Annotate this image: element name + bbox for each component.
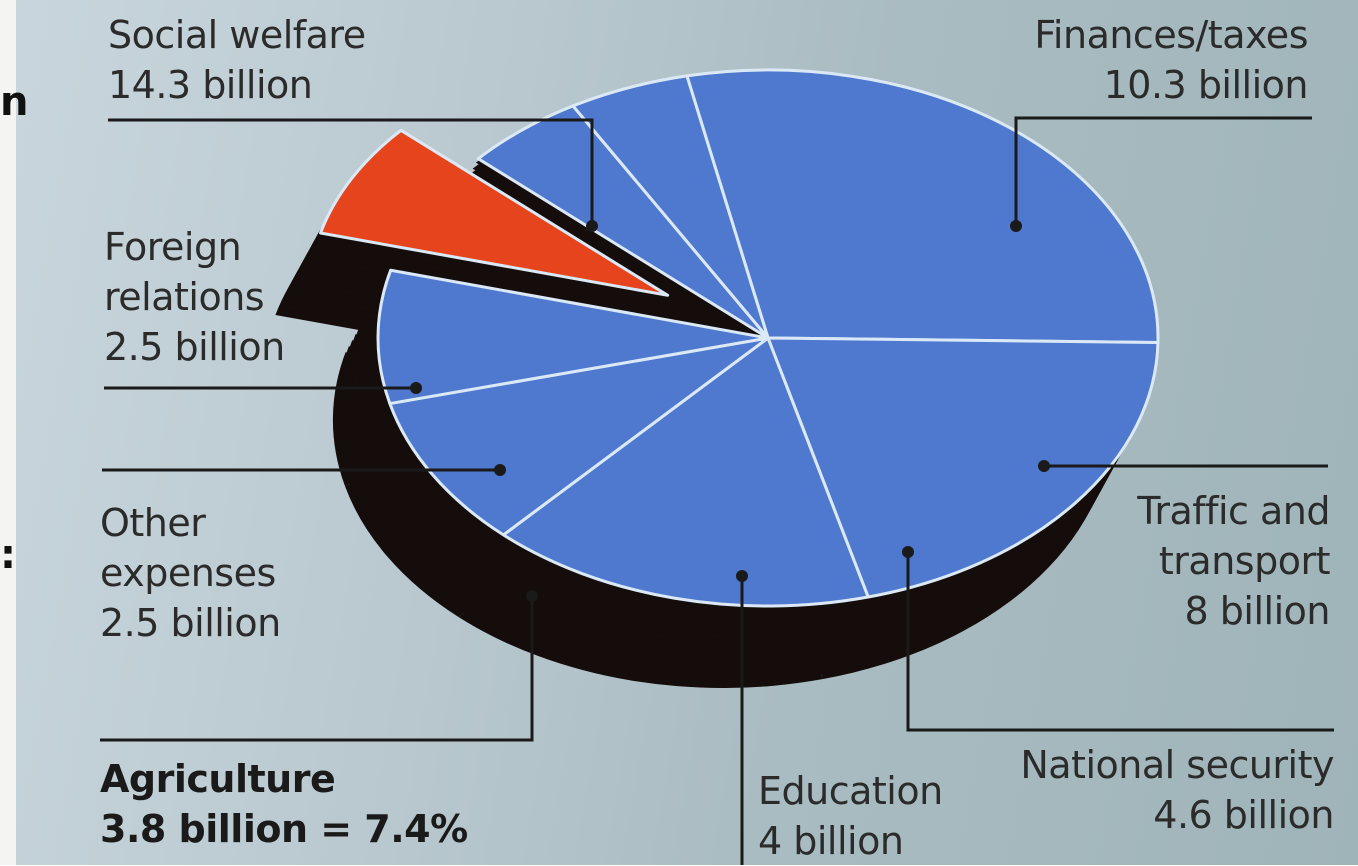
leader-lines-group [100, 116, 1334, 865]
label-foreign-relations-line2: relations [104, 275, 265, 319]
leader-dot-6 [494, 464, 506, 476]
leader-line-5 [100, 596, 534, 742]
leader-dot-5 [526, 590, 538, 602]
label-finances-taxes-name: Finances/taxes [1034, 13, 1308, 57]
label-agriculture-name: Agriculture [100, 757, 336, 801]
leader-line-3 [906, 552, 1334, 732]
label-social-welfare-value: 14.3 billion [108, 63, 313, 107]
leader-dot-1 [1010, 220, 1022, 232]
label-foreign-relations-line1: Foreign [104, 225, 242, 269]
label-finances-taxes: Finances/taxes 10.3 billion [1034, 10, 1308, 110]
label-traffic-transport: Traffic and transport 8 billion [1137, 486, 1330, 636]
pie-slices-group [318, 68, 1160, 608]
leader-dot-3 [902, 546, 914, 558]
pie-slice-education [376, 268, 770, 406]
label-other-expenses: Other expenses 2.5 billion [100, 498, 281, 648]
label-national-security: National security 4.6 billion [1020, 740, 1334, 840]
leader-dot-2 [1038, 460, 1050, 472]
label-agriculture: Agriculture 3.8 billion = 7.4% [100, 754, 468, 854]
label-traffic-transport-value: 8 billion [1184, 589, 1331, 633]
leader-dot-7 [410, 382, 422, 394]
page-edge [0, 0, 16, 865]
cropped-text-fragment: n [0, 79, 29, 125]
label-traffic-transport-line2: transport [1158, 539, 1331, 583]
label-traffic-transport-line1: Traffic and [1137, 489, 1330, 533]
label-social-welfare-name: Social welfare [108, 13, 366, 57]
label-education-name: Education [758, 769, 943, 813]
label-education-value: 4 billion [758, 819, 904, 863]
pie-slice-foreign [571, 74, 770, 340]
leader-dot-4 [736, 570, 748, 582]
label-agriculture-value: 3.8 billion = 7.4% [100, 807, 468, 851]
label-other-expenses-value: 2.5 billion [100, 601, 281, 645]
pie-slice-traffic-and [501, 336, 870, 608]
label-foreign-relations-value: 2.5 billion [104, 325, 285, 369]
label-finances-taxes-value: 10.3 billion [1103, 63, 1309, 107]
cropped-colon-fragment: : [0, 532, 16, 578]
pie-slice-finances-taxes [766, 336, 1160, 599]
label-other-expenses-line1: Other [100, 501, 206, 545]
leader-line-1 [1014, 116, 1312, 226]
pie-slice-agriculture [318, 128, 670, 297]
label-foreign-relations: Foreign relations 2.5 billion [104, 222, 285, 372]
label-other-expenses-line2: expenses [100, 551, 276, 595]
label-education: Education 4 billion [758, 766, 943, 866]
label-national-security-name: National security [1020, 743, 1334, 787]
label-social-welfare: Social welfare 14.3 billion [108, 10, 366, 110]
leader-line-0 [108, 118, 594, 226]
leader-dot-0 [586, 220, 598, 232]
label-national-security-value: 4.6 billion [1153, 793, 1334, 837]
